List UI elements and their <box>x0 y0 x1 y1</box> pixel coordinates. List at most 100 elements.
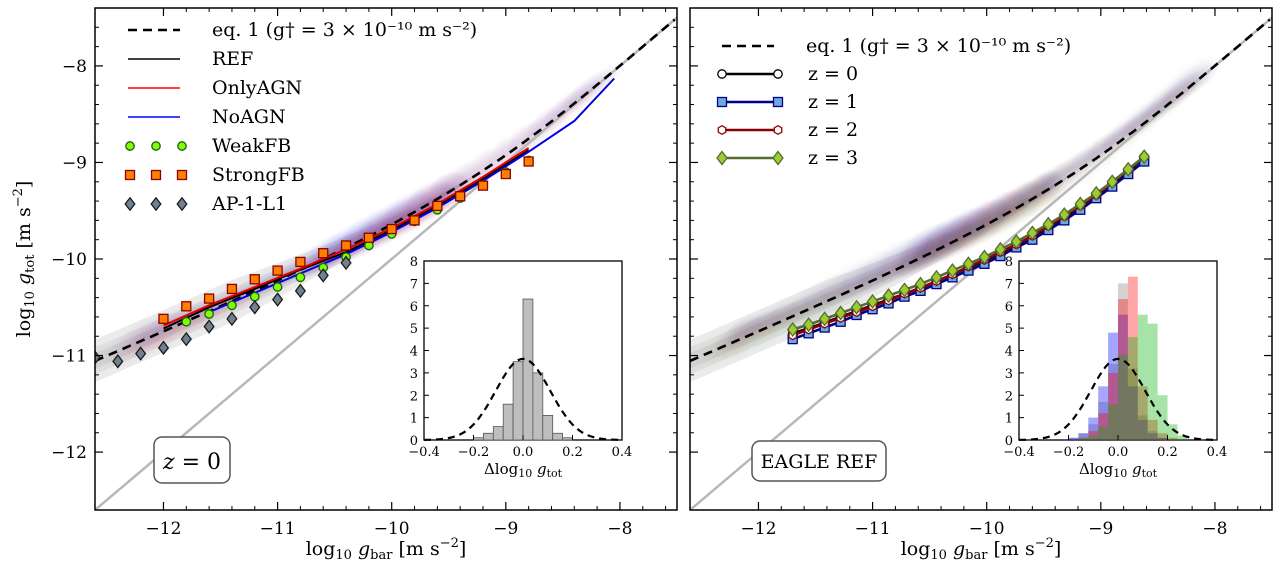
legend-label: z = 1 <box>808 91 858 113</box>
point-ap-1-l1 <box>271 292 284 307</box>
inset-bar-z=2 <box>1088 431 1099 440</box>
point-ap-1-l1 <box>180 331 192 347</box>
inset-bar-z=3 <box>1167 424 1178 440</box>
point-z=3 <box>866 293 879 310</box>
left-annotation: z = 0 <box>162 450 221 475</box>
point-strongfb <box>181 301 192 312</box>
right-axis-ticks: −12 −11 −10 −9 −8 <box>690 8 1272 539</box>
point-weakfb <box>295 272 306 283</box>
inset-bar-z=1 <box>1118 314 1128 440</box>
legend-label: REF <box>212 48 253 70</box>
inset-y-tick-label: 7 <box>410 277 418 292</box>
point-strongfb <box>500 168 511 180</box>
point-z=3 <box>930 269 943 285</box>
point-strongfb <box>340 240 352 251</box>
legend-label: AP-1-L1 <box>211 193 287 215</box>
point-z=3 <box>834 305 847 321</box>
inset-bar-z=3 <box>1157 395 1168 440</box>
legend-marker <box>150 169 162 181</box>
inset-x-tick-label: 0.0 <box>513 445 534 460</box>
inset-bar-z=0 <box>1098 401 1109 440</box>
inset-x-tick-label: 0.2 <box>562 445 583 460</box>
inset-y-tick-label: 0 <box>410 434 418 449</box>
right-xlabel: log10 gbar [m s−2] <box>901 536 1062 563</box>
inset-bar-z=3 <box>1098 426 1109 440</box>
point-strongfb <box>272 265 283 276</box>
legend-marker <box>176 169 188 181</box>
point-ap-1-l1 <box>249 299 261 315</box>
series-line-ref <box>163 149 530 330</box>
inset-bar-z=0 <box>1118 283 1128 440</box>
inset-bar-z=1 <box>1147 433 1158 440</box>
inset-bar-z=3 <box>1147 323 1158 440</box>
inset-bar-z=0 <box>1157 437 1168 440</box>
y-tick-label: −9 <box>62 153 87 173</box>
inset-y-tick-label: 3 <box>1005 367 1013 382</box>
point-z=3 <box>1138 149 1151 165</box>
left-panel: −12 −11 −10 −9 −8 −12 −11 −10 −9 −8 log10 gbar [m… <box>11 7 678 563</box>
left-ylabel: log10 gtot [m s−2] <box>11 181 38 338</box>
point-strongfb <box>386 223 397 235</box>
inset-bar-z=0 <box>1068 437 1079 440</box>
point-weakfb <box>181 316 192 327</box>
inset-x-tick-label: 0.4 <box>1207 445 1228 460</box>
inset-y-tick-label: 2 <box>1005 389 1013 404</box>
inset-bar-z=2 <box>1167 437 1178 440</box>
inset-y-tick-label: 4 <box>410 345 418 360</box>
inset-x-tick-label: −0.4 <box>408 445 440 460</box>
point-ap-1-l1 <box>112 354 124 369</box>
point-ap-1-l1 <box>135 346 147 361</box>
x-tick-label: −8 <box>1202 519 1227 539</box>
point-z=3 <box>1026 225 1039 241</box>
legend-marker <box>773 124 783 136</box>
point-weakfb <box>227 300 237 311</box>
density-blob <box>1170 55 1219 97</box>
point-z=3 <box>1042 216 1055 232</box>
point-z=3 <box>1010 234 1023 250</box>
inset-xlabel: Δlog10 gtot <box>1079 460 1158 480</box>
inset-y-tick-label: 7 <box>1005 277 1013 292</box>
inset-bar-z=2 <box>1118 299 1128 440</box>
point-z=3 <box>882 288 895 304</box>
point-z=3 <box>962 256 975 272</box>
inset-bar <box>522 298 534 441</box>
inset-bar-z=1 <box>1068 437 1079 440</box>
inset-bar-z=1 <box>1078 433 1089 440</box>
inset-bar-z=1 <box>1098 386 1109 440</box>
inset-bar-z=3 <box>1177 435 1188 440</box>
point-ap-1-l1 <box>226 311 238 327</box>
point-z=3 <box>978 249 991 265</box>
point-z=3 <box>994 241 1007 257</box>
inset-bar-z=3 <box>1118 354 1128 440</box>
inset-y-tick-label: 2 <box>410 389 418 404</box>
inset-bar-z=0 <box>1088 424 1099 440</box>
point-z=3 <box>850 299 863 315</box>
inset-bar-z=2 <box>1157 433 1168 440</box>
eq1-curve-left <box>95 18 676 363</box>
point-z=3 <box>1058 207 1071 223</box>
inset-bar-z=0 <box>1127 368 1138 440</box>
inset-x-tick-label: −0.2 <box>458 445 490 460</box>
x-tick-label: −8 <box>607 519 632 539</box>
inset-xlabel: Δlog10 gtot <box>484 460 563 480</box>
point-strongfb <box>226 283 238 295</box>
inset-x-tick-label: 0.2 <box>1157 445 1178 460</box>
legend-marker <box>176 196 188 212</box>
legend-marker <box>151 141 161 151</box>
inset-bar <box>492 426 504 441</box>
x-tick-label: −9 <box>493 519 518 539</box>
inset-bar <box>542 414 554 441</box>
legend-label: eq. 1 (g† = 3 × 10⁻¹⁰ m s⁻²) <box>212 19 477 41</box>
legend-marker <box>772 150 784 166</box>
inset-frame <box>1018 260 1218 441</box>
inset-x-tick-label: −0.4 <box>1003 445 1035 460</box>
legend-marker <box>716 96 728 108</box>
inset-y-tick-label: 8 <box>1005 255 1013 270</box>
legend-label: eq. 1 (g† = 3 × 10⁻¹⁰ m s⁻²) <box>806 35 1071 57</box>
point-ap-1-l1 <box>340 255 352 271</box>
inset-y-tick-label: 5 <box>1005 322 1013 337</box>
inset-bar-z=3 <box>1088 435 1099 440</box>
inset-gaussian <box>1018 357 1218 441</box>
point-strongfb <box>318 248 329 259</box>
